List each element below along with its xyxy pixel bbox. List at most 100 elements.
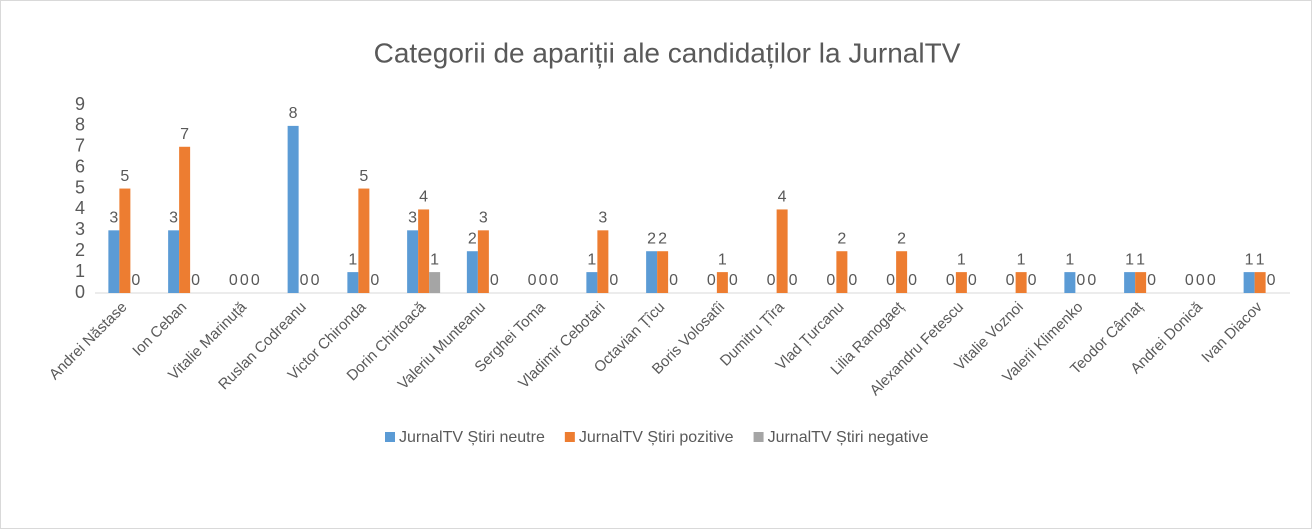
- bar: [1124, 272, 1136, 293]
- data-label: 0: [848, 272, 857, 289]
- data-label: 8: [289, 105, 298, 122]
- data-label: 0: [300, 272, 309, 289]
- data-label: 0: [1267, 272, 1276, 289]
- legend-swatch: [753, 432, 764, 442]
- data-label: 1: [348, 251, 357, 268]
- legend-label: JurnalTV Știri neutre: [399, 429, 545, 446]
- data-label: 0: [550, 272, 559, 289]
- bar: [657, 251, 669, 293]
- data-label: 3: [169, 210, 178, 227]
- bar: [586, 272, 598, 293]
- data-label: 2: [897, 230, 906, 247]
- legend-label: JurnalTV Știri negative: [768, 429, 929, 446]
- bar: [466, 251, 478, 293]
- legend-swatch: [385, 432, 395, 442]
- bar: [1135, 272, 1147, 293]
- bar: [1064, 272, 1076, 293]
- data-label: 0: [1185, 272, 1194, 289]
- data-label: 1: [1017, 251, 1026, 268]
- bar: [1243, 272, 1255, 293]
- y-tick-label: 6: [75, 156, 85, 176]
- y-tick-label: 9: [75, 94, 85, 114]
- data-label: 0: [1076, 272, 1085, 289]
- y-tick-label: 0: [75, 282, 85, 302]
- bar: [836, 251, 848, 293]
- y-tick-label: 5: [75, 177, 85, 197]
- data-label: 0: [767, 272, 776, 289]
- data-label: 0: [1087, 272, 1096, 289]
- bar: [716, 272, 728, 293]
- data-label: 0: [131, 272, 140, 289]
- bar: [776, 209, 788, 293]
- data-label: 0: [826, 272, 835, 289]
- data-label: 0: [311, 272, 320, 289]
- bar: [168, 230, 180, 293]
- data-label: 0: [968, 272, 977, 289]
- data-label: 3: [109, 210, 118, 227]
- data-label: 0: [669, 272, 678, 289]
- legend-swatch: [564, 432, 575, 442]
- bar: [1015, 272, 1027, 293]
- data-label: 0: [1006, 272, 1015, 289]
- data-label: 0: [707, 272, 716, 289]
- data-label: 1: [1065, 251, 1074, 268]
- data-label: 0: [528, 272, 537, 289]
- data-label: 0: [240, 272, 249, 289]
- data-label: 0: [1207, 272, 1216, 289]
- data-label: 0: [609, 272, 618, 289]
- data-label: 1: [1136, 251, 1145, 268]
- data-label: 5: [120, 168, 129, 185]
- data-label: 2: [837, 230, 846, 247]
- data-label: 3: [598, 210, 607, 227]
- data-label: 1: [957, 251, 966, 268]
- y-tick-label: 7: [75, 136, 85, 156]
- bar: [429, 272, 441, 293]
- data-label: 0: [1196, 272, 1205, 289]
- bar: [108, 230, 120, 293]
- chart-title: Categorii de apariții ale candidaților l…: [374, 37, 961, 68]
- y-tick-label: 8: [75, 115, 85, 135]
- data-label: 2: [468, 230, 477, 247]
- bar: [1254, 272, 1266, 293]
- bar: [597, 230, 609, 293]
- data-label: 0: [251, 272, 260, 289]
- data-label: 0: [886, 272, 895, 289]
- data-label: 0: [1147, 272, 1156, 289]
- data-label: 4: [419, 189, 428, 206]
- bar: [358, 188, 370, 293]
- data-label: 0: [946, 272, 955, 289]
- bar: [179, 146, 191, 293]
- bar: [955, 272, 967, 293]
- bar: [407, 230, 419, 293]
- data-label: 2: [658, 230, 667, 247]
- data-label: 0: [191, 272, 200, 289]
- data-label: 1: [1125, 251, 1134, 268]
- data-label: 0: [539, 272, 548, 289]
- data-label: 0: [490, 272, 499, 289]
- data-label: 0: [1028, 272, 1037, 289]
- data-label: 3: [479, 210, 488, 227]
- bar: [418, 209, 430, 293]
- data-label: 1: [430, 251, 439, 268]
- bar: [347, 272, 359, 293]
- data-label: 1: [718, 251, 727, 268]
- data-label: 1: [1256, 251, 1265, 268]
- y-tick-label: 1: [75, 261, 85, 281]
- data-label: 7: [180, 126, 189, 143]
- y-tick-label: 2: [75, 240, 85, 260]
- data-label: 0: [729, 272, 738, 289]
- data-label: 2: [647, 230, 656, 247]
- bar: [119, 188, 131, 293]
- y-tick-label: 3: [75, 219, 85, 239]
- data-label: 0: [370, 272, 379, 289]
- bar: [477, 230, 489, 293]
- legend-label: JurnalTV Știri pozitive: [579, 429, 734, 446]
- data-label: 0: [908, 272, 917, 289]
- y-tick-label: 4: [75, 198, 85, 218]
- data-label: 4: [778, 189, 787, 206]
- data-label: 3: [408, 210, 417, 227]
- data-label: 1: [587, 251, 596, 268]
- data-label: 0: [789, 272, 798, 289]
- bar: [287, 125, 299, 293]
